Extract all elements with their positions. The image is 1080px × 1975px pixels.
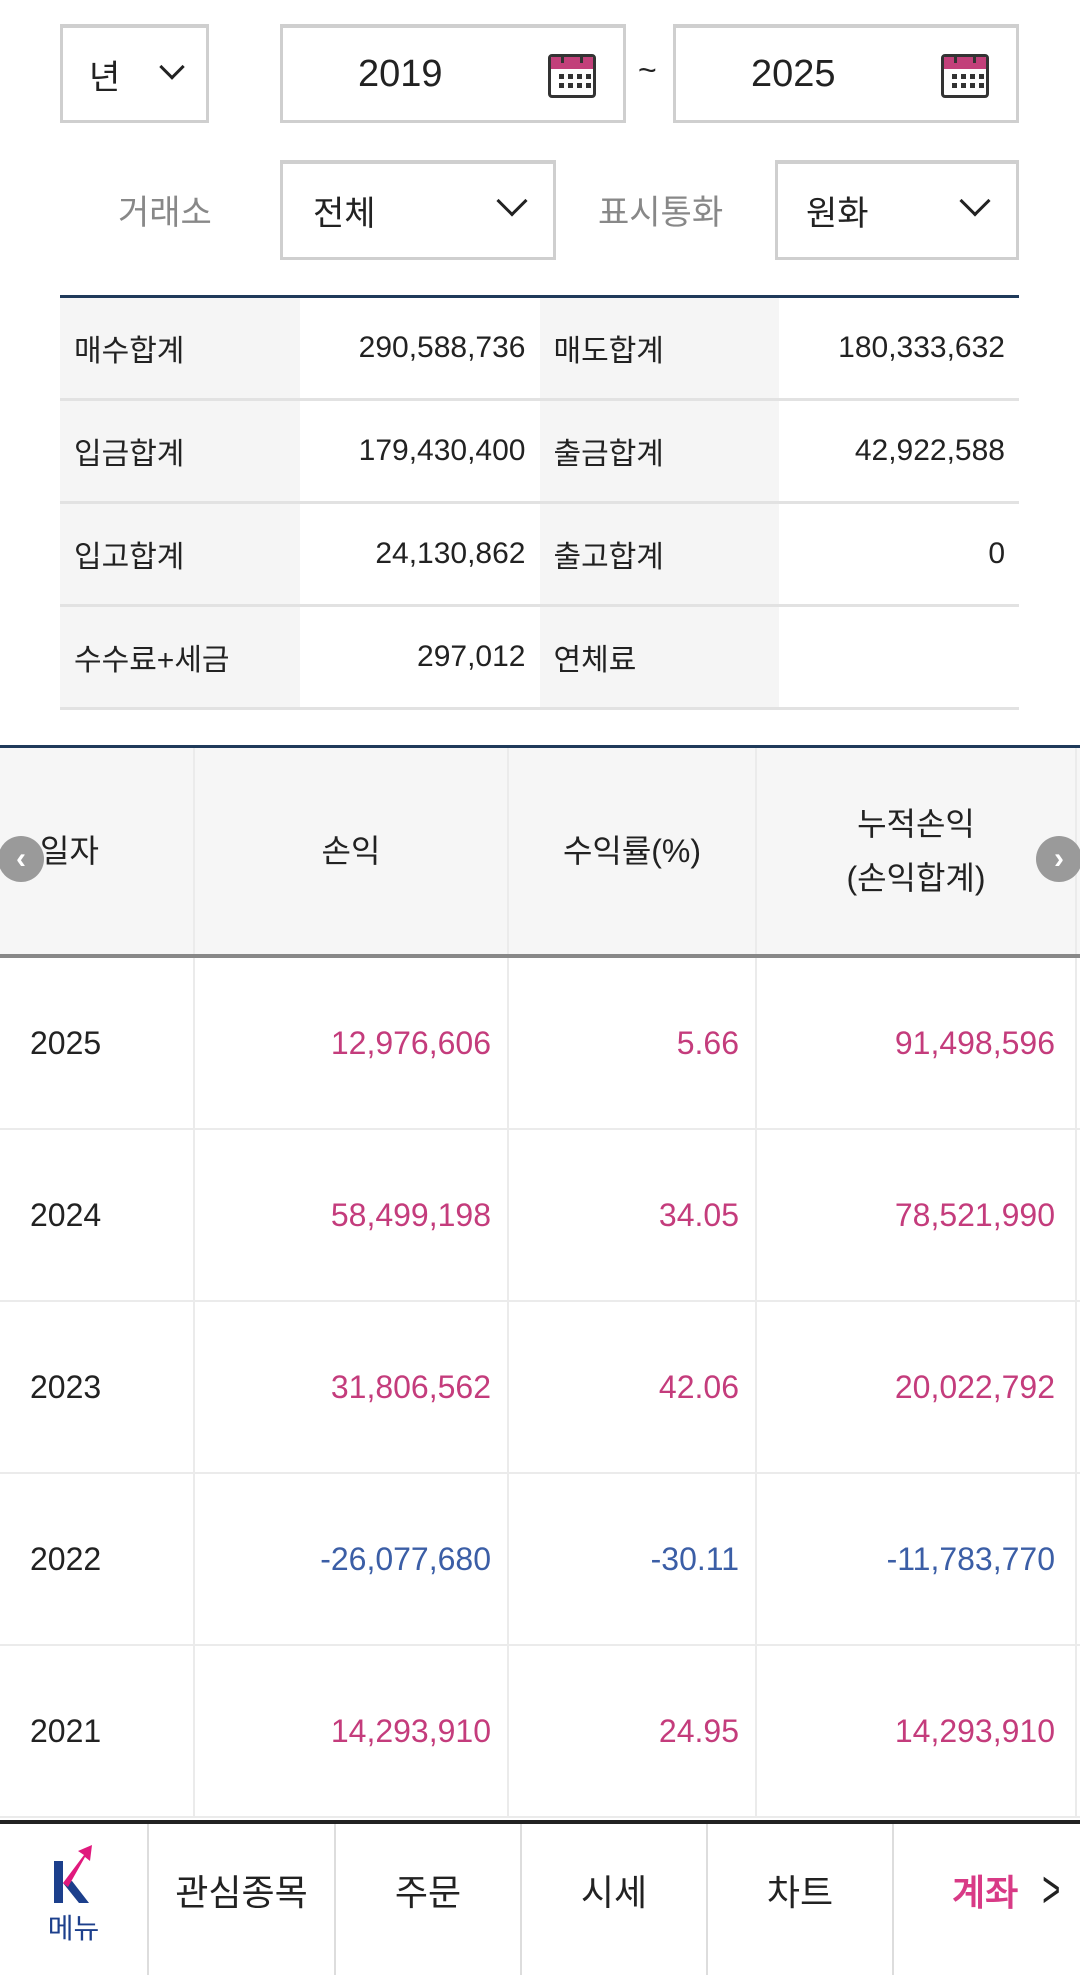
cell-pnl: 12,976,606 xyxy=(195,958,509,1128)
cell-date: 2024 xyxy=(0,1130,195,1300)
cell-cumulative: -11,783,770 xyxy=(757,1474,1077,1644)
chevron-right-icon[interactable]: > xyxy=(1042,1860,1061,1919)
period-unit-select[interactable]: 년 xyxy=(60,24,209,123)
calendar-icon[interactable] xyxy=(941,54,989,98)
scroll-right-button[interactable]: › xyxy=(1036,836,1080,882)
scroll-left-button[interactable]: ‹ xyxy=(0,836,44,882)
header-cumulative[interactable]: 누적손익 (손익합계) xyxy=(757,748,1077,954)
table-row[interactable]: 2021 14,293,910 24.95 14,293,910 xyxy=(0,1646,1080,1818)
calendar-icon[interactable] xyxy=(548,54,596,98)
date-separator: ~ xyxy=(638,52,657,88)
nav-order[interactable]: 주문 xyxy=(336,1824,522,1975)
date-from-input[interactable]: 2019 xyxy=(280,24,626,123)
cell-date: 2025 xyxy=(0,958,195,1128)
nav-account[interactable]: 계좌 > xyxy=(952,1860,1061,1919)
cell-rate: 42.06 xyxy=(509,1302,757,1472)
nav-menu[interactable]: 메뉴 xyxy=(0,1824,149,1975)
table-row[interactable]: 2024 58,499,198 34.05 78,521,990 xyxy=(0,1130,1080,1302)
cell-rate: -30.11 xyxy=(509,1474,757,1644)
nav-chart[interactable]: 차트 xyxy=(708,1824,894,1975)
summary-row: 입금합계 179,430,400 출금합계 42,922,588 xyxy=(60,401,1019,504)
cell-cumulative: 78,521,990 xyxy=(757,1130,1077,1300)
cell-pnl: 14,293,910 xyxy=(195,1646,509,1816)
cell-rate: 34.05 xyxy=(509,1130,757,1300)
currency-select[interactable]: 원화 xyxy=(775,160,1019,260)
cell-cumulative: 20,022,792 xyxy=(757,1302,1077,1472)
table-row[interactable]: 2022 -26,077,680 -30.11 -11,783,770 xyxy=(0,1474,1080,1646)
k-logo-icon xyxy=(53,1844,92,1903)
cell-pnl: 31,806,562 xyxy=(195,1302,509,1472)
summary-table: 매수합계 290,588,736 매도합계 180,333,632 입금합계 179,4… xyxy=(60,295,1019,710)
header-date[interactable]: 일자 xyxy=(0,748,195,954)
header-pnl[interactable]: 손익 xyxy=(195,748,509,954)
currency-label: 표시통화 xyxy=(598,194,724,232)
summary-row: 매수합계 290,588,736 매도합계 180,333,632 xyxy=(60,298,1019,401)
exchange-label: 거래소 xyxy=(118,194,212,232)
cell-rate: 5.66 xyxy=(509,958,757,1128)
cell-cumulative: 91,498,596 xyxy=(757,958,1077,1128)
header-rate[interactable]: 수익률(%) xyxy=(509,748,757,954)
summary-row: 수수료+세금 297,012 연체료 xyxy=(60,607,1019,710)
nav-watchlist[interactable]: 관심종목 xyxy=(149,1824,336,1975)
pnl-table: 일자 손익 수익률(%) 누적손익 (손익합계) 2025 12,976,606 … xyxy=(0,745,1080,1818)
date-to-input[interactable]: 2025 xyxy=(673,24,1019,123)
cell-rate: 24.95 xyxy=(509,1646,757,1816)
table-header: 일자 손익 수익률(%) 누적손익 (손익합계) xyxy=(0,748,1080,958)
cell-pnl: -26,077,680 xyxy=(195,1474,509,1644)
chevron-down-icon xyxy=(159,54,185,80)
table-row[interactable]: 2023 31,806,562 42.06 20,022,792 xyxy=(0,1302,1080,1474)
cell-cumulative: 14,293,910 xyxy=(757,1646,1077,1816)
cell-date: 2021 xyxy=(0,1646,195,1816)
exchange-select[interactable]: 전체 xyxy=(280,160,556,260)
chevron-down-icon xyxy=(496,185,528,217)
cell-date: 2023 xyxy=(0,1302,195,1472)
nav-quotes[interactable]: 시세 xyxy=(522,1824,708,1975)
summary-row: 입고합계 24,130,862 출고합계 0 xyxy=(60,504,1019,607)
bottom-nav: 메뉴 관심종목 주문 시세 차트 계좌 > xyxy=(0,1820,1080,1975)
cell-pnl: 58,499,198 xyxy=(195,1130,509,1300)
cell-date: 2022 xyxy=(0,1474,195,1644)
chevron-down-icon xyxy=(959,185,991,217)
table-row[interactable]: 2025 12,976,606 5.66 91,498,596 xyxy=(0,958,1080,1130)
